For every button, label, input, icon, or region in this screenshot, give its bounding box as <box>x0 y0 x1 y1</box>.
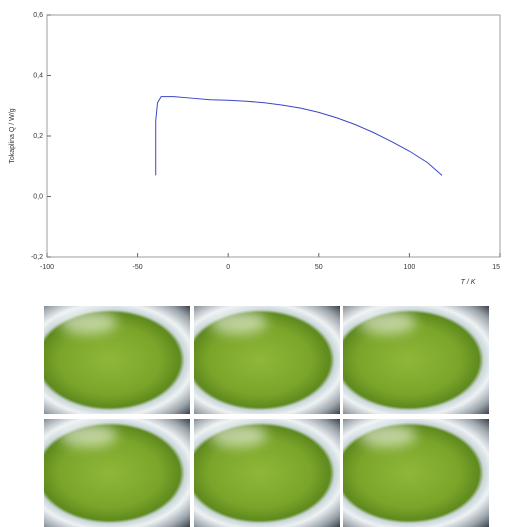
photo <box>343 419 489 527</box>
plot-frame <box>46 14 501 258</box>
x-tick-label: 0 <box>226 264 230 271</box>
x-tick-label: -50 <box>133 264 143 271</box>
photo <box>194 306 340 414</box>
photo <box>44 306 190 414</box>
data-line <box>155 96 443 176</box>
photo <box>194 419 340 527</box>
x-tick-label: -100 <box>40 264 54 271</box>
chart: Tokaplina Q / W/g T / K -0,2 0,0 0,2 0,4 0,6… <box>9 12 501 286</box>
y-tick-label: 0,0 <box>33 193 43 200</box>
photo <box>44 419 190 527</box>
x-tick-label: 15 <box>492 264 500 271</box>
y-axis-label: Tokaplina Q / W/g <box>9 108 16 163</box>
photo <box>343 306 489 414</box>
y-tick-label: -0,2 <box>31 254 43 261</box>
y-tick-label: 0,4 <box>33 72 43 79</box>
y-tick-label: 0,2 <box>33 133 43 140</box>
x-tick-label: 50 <box>315 264 323 271</box>
x-tick-label: 100 <box>404 264 416 271</box>
x-axis-label: T / K <box>461 279 476 286</box>
y-tick-label: 0,6 <box>33 12 43 19</box>
